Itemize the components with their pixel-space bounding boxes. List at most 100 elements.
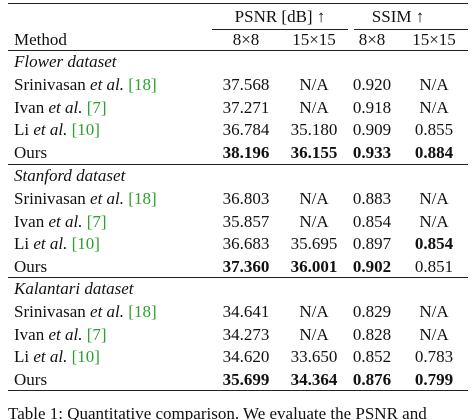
method: Ivan et al. [7]: [14, 212, 107, 232]
method-part: et al.: [48, 97, 83, 117]
cell: N/A: [299, 75, 329, 94]
method-part: [18]: [128, 302, 157, 321]
method-part: [7]: [86, 97, 107, 117]
group-header: PSNR [dB] ↑: [234, 7, 326, 26]
cell: N/A: [419, 302, 449, 321]
cell: 0.851: [414, 256, 454, 276]
cell: N/A: [299, 324, 329, 344]
cell: N/A: [299, 189, 329, 208]
method-part: [7]: [86, 324, 107, 344]
method: Li et al. [10]: [14, 234, 100, 254]
method: Ours: [14, 370, 47, 390]
method-part: et al.: [33, 120, 68, 139]
header-rule: [8, 50, 468, 51]
method: Srinivasan et al. [18]: [14, 189, 157, 209]
method: Ours: [14, 257, 47, 277]
column-header: 8×8: [232, 30, 260, 49]
cell: 35.180: [290, 120, 338, 139]
section-rule: [8, 277, 468, 278]
cell: 0.897: [352, 234, 392, 253]
method: Srinivasan et al. [18]: [14, 302, 157, 322]
cell: N/A: [419, 211, 449, 231]
cell: 0.828: [352, 324, 392, 344]
cell: 34.364: [290, 369, 338, 389]
method-part: Ours: [14, 369, 48, 389]
method-part: et al.: [90, 75, 125, 94]
method-part: et al.: [33, 347, 68, 366]
column-header: Method: [14, 30, 67, 49]
top-rule: [8, 3, 468, 4]
method-part: Srinivasan: [14, 75, 86, 94]
cell: N/A: [299, 302, 329, 321]
cell: N/A: [419, 189, 449, 208]
method-part: [10]: [71, 120, 100, 139]
cell: 0.918: [352, 97, 392, 117]
section-rule: [8, 164, 468, 165]
method-part: et al.: [48, 324, 83, 344]
method-part: Ivan: [14, 324, 45, 344]
cell: 33.650: [290, 347, 338, 366]
cell: 0.884: [414, 142, 454, 162]
method-part: Li: [14, 120, 30, 139]
method-part: et al.: [48, 211, 83, 231]
cell: N/A: [419, 97, 449, 117]
column-header: 15×15: [412, 30, 456, 49]
caption: Table 1: Quantitative comparison. We eva…: [8, 404, 427, 420]
method: Ivan et al. [7]: [14, 325, 107, 345]
cell: 36.784: [222, 120, 270, 139]
cell: 0.909: [352, 120, 392, 139]
group-rule: [212, 29, 348, 30]
cell: N/A: [299, 97, 329, 117]
method-part: [18]: [128, 189, 157, 208]
column-header: 15×15: [292, 30, 336, 49]
method-part: [18]: [128, 75, 157, 94]
cell: 38.196: [222, 142, 270, 162]
cell: 36.001: [290, 256, 338, 276]
cell: 0.902: [352, 256, 392, 276]
cell: 0.829: [352, 302, 392, 321]
method-part: [7]: [86, 211, 107, 231]
bottom-rule: [8, 390, 468, 391]
cell: 0.920: [352, 75, 392, 94]
group-rule: [354, 29, 468, 30]
cell: 0.854: [352, 211, 392, 231]
method: Ivan et al. [7]: [14, 98, 107, 118]
method-part: et al.: [33, 234, 68, 253]
column-header: 8×8: [358, 30, 386, 49]
method-part: Li: [14, 347, 30, 366]
method-part: [10]: [71, 234, 100, 253]
cell: 37.271: [222, 97, 270, 117]
method: Li et al. [10]: [14, 347, 100, 367]
method-part: Ours: [14, 142, 48, 162]
cell: 34.273: [222, 324, 270, 344]
cell: 0.854: [414, 234, 454, 253]
cell: 0.883: [352, 189, 392, 208]
method: Ours: [14, 143, 47, 163]
cell: 0.876: [352, 369, 392, 389]
method-part: Srinivasan: [14, 302, 86, 321]
cell: 37.360: [222, 256, 270, 276]
cell: 36.683: [222, 234, 270, 253]
cell: 34.620: [222, 347, 270, 366]
method-part: Srinivasan: [14, 189, 86, 208]
method-part: Ivan: [14, 97, 45, 117]
method-part: et al.: [90, 189, 125, 208]
method-part: Li: [14, 234, 30, 253]
cell: 0.852: [352, 347, 392, 366]
cell: 35.857: [222, 211, 270, 231]
cell: N/A: [419, 75, 449, 94]
cell: 0.933: [352, 142, 392, 162]
cell: 37.568: [222, 75, 270, 94]
method-part: [10]: [71, 347, 100, 366]
method: Srinivasan et al. [18]: [14, 75, 157, 95]
cell: 35.695: [290, 234, 338, 253]
group-header: SSIM ↑: [371, 7, 425, 26]
method-part: et al.: [90, 302, 125, 321]
method-part: Ours: [14, 256, 48, 276]
section-title: Stanford dataset: [14, 166, 126, 185]
cell: 0.855: [414, 120, 454, 139]
cell: N/A: [419, 324, 449, 344]
method-part: Ivan: [14, 211, 45, 231]
cell: 36.803: [222, 189, 270, 208]
